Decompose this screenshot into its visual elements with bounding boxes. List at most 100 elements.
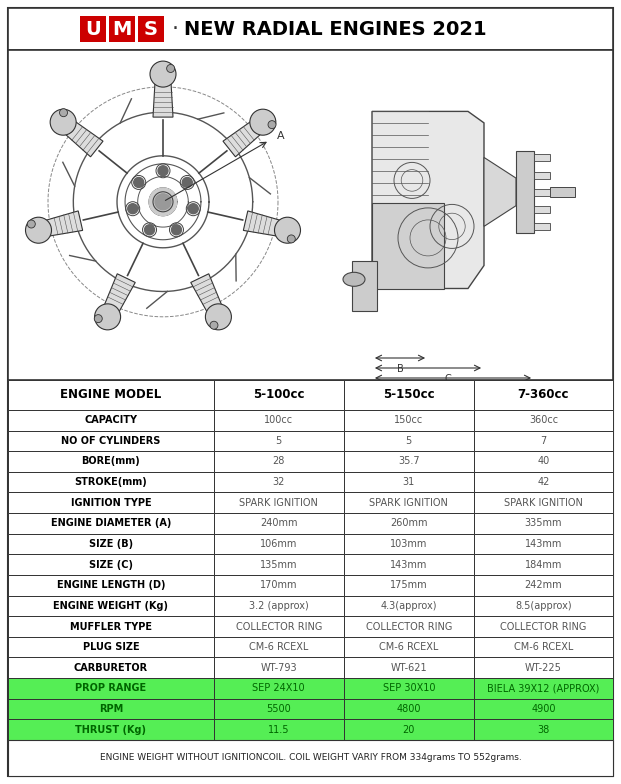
Bar [214,678,344,699]
Bar [344,410,474,430]
Bar [474,678,613,699]
Text: 150cc: 150cc [394,416,424,425]
Text: PLUG SIZE: PLUG SIZE [83,642,139,652]
Bar [344,616,474,637]
Text: WT-621: WT-621 [391,662,427,673]
Text: BIELA 39X12 (APPROX): BIELA 39X12 (APPROX) [487,684,600,693]
Bar [344,472,474,492]
Text: SIZE (B): SIZE (B) [89,539,133,549]
Polygon shape [223,121,261,157]
Bar [344,678,474,699]
Bar [474,492,613,513]
Text: ·: · [172,19,179,39]
Bar [474,451,613,472]
Ellipse shape [343,272,365,286]
Bar [8,513,214,534]
Circle shape [50,109,76,135]
Text: 4900: 4900 [531,704,556,714]
Text: 242mm: 242mm [525,580,562,590]
Bar [214,492,344,513]
Bar [344,658,474,678]
Circle shape [188,204,198,214]
Circle shape [94,304,120,330]
Text: 100cc: 100cc [264,416,293,425]
Polygon shape [243,211,281,236]
Text: COLLECTOR RING: COLLECTOR RING [366,622,452,632]
Text: 5: 5 [406,436,412,446]
Polygon shape [372,111,484,289]
Circle shape [60,109,68,117]
Circle shape [183,177,193,187]
Bar [8,699,214,720]
Circle shape [274,217,301,243]
Circle shape [158,165,168,176]
Circle shape [171,225,181,234]
Text: ENGINE DIAMETER (A): ENGINE DIAMETER (A) [51,518,171,528]
Bar [550,187,575,197]
Circle shape [250,109,276,135]
Bar [516,151,534,234]
Text: WT-793: WT-793 [260,662,297,673]
Text: IGNITION TYPE: IGNITION TYPE [71,498,151,508]
Bar [534,206,550,213]
Circle shape [128,204,138,214]
Bar [8,410,214,430]
Text: CM-6 RCEXL: CM-6 RCEXL [379,642,438,652]
Bar [214,554,344,575]
Text: 143mm: 143mm [525,539,562,549]
Text: 8.5(approx): 8.5(approx) [515,601,572,611]
Bar [474,554,613,575]
Text: SEP 24X10: SEP 24X10 [252,684,305,693]
Bar [534,154,550,162]
Bar [474,410,613,430]
Text: 335mm: 335mm [525,518,562,528]
Text: SPARK IGNITION: SPARK IGNITION [239,498,318,508]
Text: 7-360cc: 7-360cc [518,388,569,401]
Text: SEP 30X10: SEP 30X10 [383,684,435,693]
Text: 360cc: 360cc [529,416,558,425]
Text: 4800: 4800 [397,704,421,714]
Text: 40: 40 [537,456,550,466]
Bar [344,380,474,410]
Text: 103mm: 103mm [390,539,427,549]
Bar [474,658,613,678]
Text: D: D [479,384,487,394]
Text: CM-6 RCEXL: CM-6 RCEXL [514,642,573,652]
Text: NO OF CYLINDERS: NO OF CYLINDERS [61,436,161,446]
Text: 5: 5 [276,436,282,446]
Text: 28: 28 [273,456,285,466]
Circle shape [150,61,176,87]
Bar [534,223,550,230]
Text: 11.5: 11.5 [268,724,289,735]
Text: 4.3(approx): 4.3(approx) [381,601,437,611]
Bar [8,430,214,451]
Bar [138,16,164,42]
Text: 106mm: 106mm [260,539,297,549]
Bar [474,513,613,534]
Bar [344,575,474,596]
Bar [8,575,214,596]
Text: PROP RANGE: PROP RANGE [75,684,147,693]
Bar [474,534,613,554]
Text: 35.7: 35.7 [398,456,420,466]
Bar [344,720,474,740]
Text: 135mm: 135mm [260,560,297,570]
Text: 184mm: 184mm [525,560,562,570]
Bar [214,720,344,740]
Bar [80,16,106,42]
Polygon shape [191,274,222,313]
Text: COLLECTOR RING: COLLECTOR RING [235,622,322,632]
Bar [372,203,444,289]
Circle shape [94,314,102,322]
Circle shape [134,177,143,187]
Text: 5-100cc: 5-100cc [253,388,304,401]
Bar [214,637,344,658]
Bar [8,50,613,380]
Bar [8,740,613,776]
Bar [474,596,613,616]
Bar [8,596,214,616]
Bar [214,534,344,554]
Bar [474,720,613,740]
Text: 175mm: 175mm [390,580,428,590]
Polygon shape [484,158,516,227]
